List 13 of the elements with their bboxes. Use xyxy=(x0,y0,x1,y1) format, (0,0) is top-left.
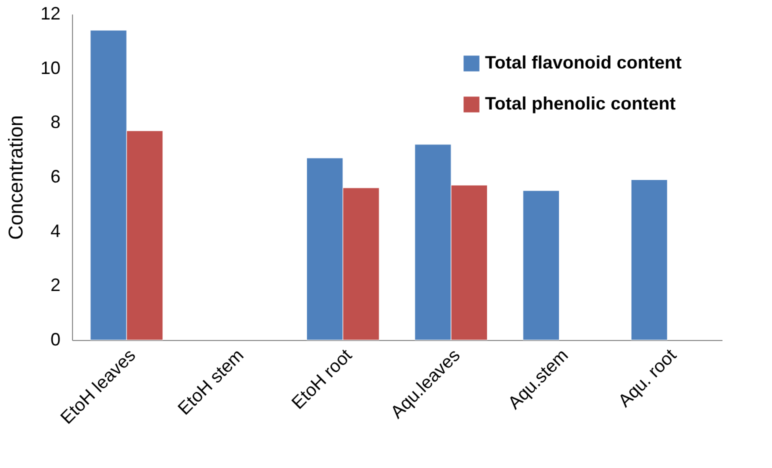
bar xyxy=(630,179,668,340)
y-tick-label: 8 xyxy=(50,112,60,132)
y-tick-label: 10 xyxy=(40,58,60,78)
x-tick-label: Aqu. root xyxy=(614,345,680,411)
y-axis-title: Concentration xyxy=(5,115,28,240)
y-tick-label: 6 xyxy=(50,166,60,186)
y-tick-label: 4 xyxy=(50,220,60,241)
legend-label: Total flavonoid content xyxy=(485,52,682,72)
bar xyxy=(522,190,560,340)
y-tick-label: 2 xyxy=(50,275,60,296)
legend-label: Total phenolic content xyxy=(485,94,676,114)
y-tick-label: 12 xyxy=(40,4,60,24)
y-tick-label: 0 xyxy=(50,330,60,350)
